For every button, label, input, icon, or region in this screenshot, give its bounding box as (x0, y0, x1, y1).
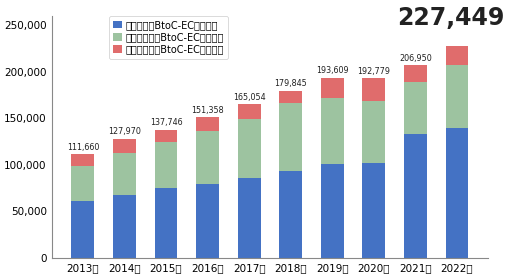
Bar (72, 166, 94, 201)
Bar (279, 171, 302, 258)
Text: 192,779: 192,779 (357, 67, 390, 76)
Bar (404, 65, 427, 81)
Bar (155, 188, 178, 258)
Bar (404, 134, 427, 258)
Text: 165,054: 165,054 (233, 93, 266, 102)
Bar (238, 178, 261, 258)
Text: 151,358: 151,358 (191, 106, 224, 115)
Text: 227,449: 227,449 (397, 6, 504, 30)
Bar (321, 98, 344, 164)
Bar (72, 154, 94, 166)
Bar (113, 153, 136, 195)
Bar (321, 78, 344, 98)
Bar (113, 139, 136, 153)
Bar (238, 104, 261, 119)
Bar (196, 117, 219, 131)
Bar (445, 128, 468, 258)
Bar (196, 131, 219, 184)
Bar (362, 101, 385, 163)
Bar (445, 46, 468, 65)
Bar (445, 65, 468, 128)
Bar (321, 164, 344, 258)
Text: 206,950: 206,950 (399, 54, 432, 63)
Text: 179,845: 179,845 (274, 79, 307, 88)
Bar (72, 201, 94, 258)
Bar (113, 195, 136, 258)
Bar (196, 184, 219, 258)
Bar (404, 81, 427, 134)
Text: 127,970: 127,970 (108, 127, 141, 137)
Bar (155, 142, 178, 188)
Text: 111,660: 111,660 (67, 143, 99, 152)
Bar (238, 119, 261, 178)
Bar (362, 163, 385, 258)
Text: 193,609: 193,609 (316, 66, 349, 75)
Bar (155, 130, 178, 142)
Bar (362, 78, 385, 101)
Legend: 物販系分野BtoC-EC市場規模, サービス分野BtoC-EC市場規模, デジタル分野BtoC-EC市場規模: 物販系分野BtoC-EC市場規模, サービス分野BtoC-EC市場規模, デジタ… (109, 16, 228, 58)
Bar (279, 91, 302, 103)
Bar (279, 103, 302, 171)
Text: 137,746: 137,746 (150, 118, 182, 127)
